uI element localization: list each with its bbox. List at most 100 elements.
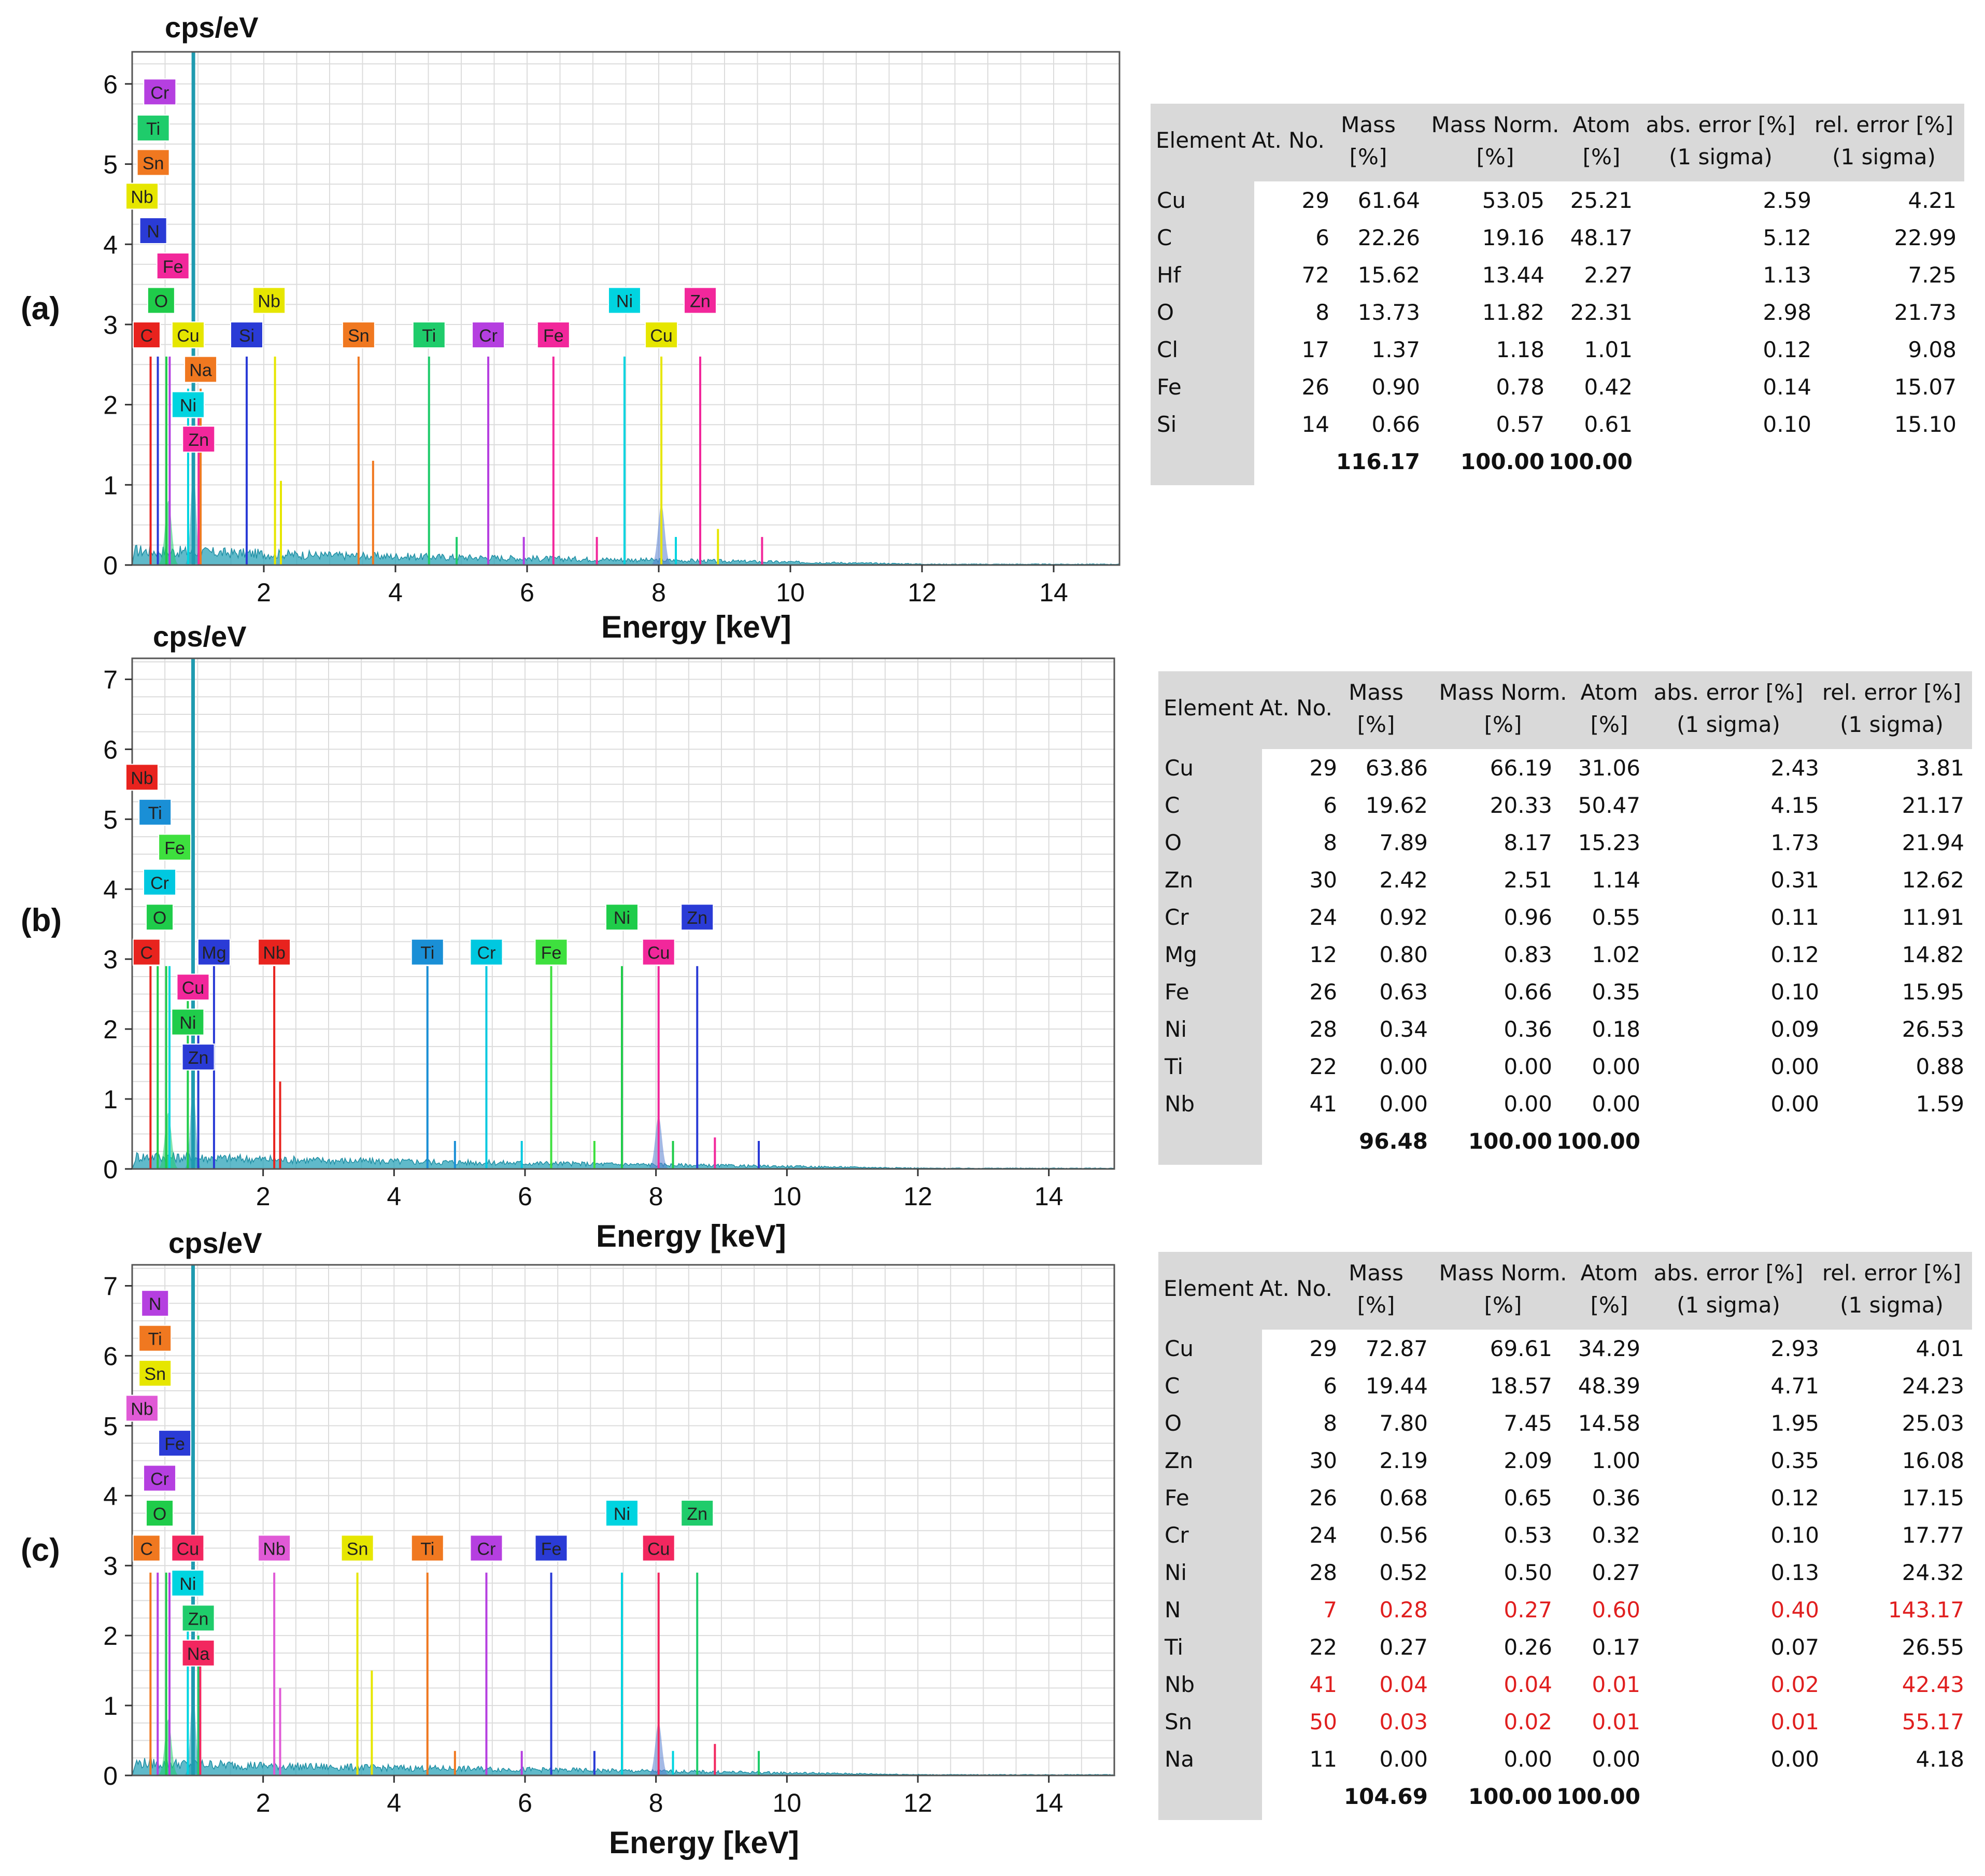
header-text: Mass: [1349, 680, 1403, 705]
svg-text:Cu: Cu: [177, 326, 199, 346]
table-cell-mass: 0.28: [1379, 1597, 1428, 1623]
table-cell-abs: 0.14: [1763, 374, 1811, 400]
element-symbol: Cr: [1165, 1522, 1189, 1548]
svg-text:Nb: Nb: [131, 1400, 153, 1419]
table-cell-abs: 2.43: [1770, 755, 1819, 781]
table-header-band: [1158, 1252, 1972, 1330]
svg-text:Cr: Cr: [150, 873, 169, 893]
table-cell-norm: 0.27: [1504, 1597, 1552, 1623]
table-cell-mass: 0.52: [1379, 1560, 1428, 1585]
table-cell-atom: 0.27: [1592, 1560, 1640, 1585]
table-cell-atom: 22.31: [1570, 300, 1633, 325]
table-cell-rel: 21.17: [1902, 793, 1964, 818]
table-cell-mass: 7.89: [1379, 830, 1428, 855]
table-cell-no: 22: [1309, 1634, 1337, 1660]
table-cell-rel: 15.95: [1902, 979, 1964, 1005]
element-symbol: Fe: [1165, 979, 1189, 1005]
svg-text:Zn: Zn: [687, 1504, 707, 1524]
x-tick-label: 6: [518, 1788, 532, 1817]
element-label: Fe: [536, 321, 570, 349]
element-symbol: Si: [1157, 412, 1177, 437]
svg-text:Sn: Sn: [144, 1364, 166, 1384]
table-cell-rel: 17.77: [1902, 1522, 1964, 1548]
x-axis-title: Energy [keV]: [609, 1825, 799, 1860]
table-cell-norm: 0.65: [1504, 1485, 1552, 1511]
table-cell-abs: 0.07: [1770, 1634, 1819, 1660]
element-label: Cr: [470, 1534, 503, 1562]
y-tick-label: 6: [103, 70, 118, 99]
header-subtext: [%]: [1349, 144, 1387, 170]
table-cell-norm: 20.33: [1490, 793, 1552, 818]
table-cell-abs: 0.00: [1770, 1746, 1819, 1772]
table-cell-norm: 0.00: [1504, 1091, 1552, 1117]
element-label: Zn: [182, 426, 216, 453]
table-cell-mass: 0.03: [1379, 1709, 1428, 1734]
element-label: Cu: [171, 1534, 205, 1562]
table-cell-atom: 0.60: [1592, 1597, 1640, 1623]
svg-text:Sn: Sn: [143, 153, 164, 173]
table-cell-no: 14: [1301, 412, 1329, 437]
header-text: Atom: [1580, 680, 1638, 705]
header-subtext: (1 sigma): [1677, 1292, 1780, 1318]
table-element-column: [1151, 181, 1254, 485]
element-label: Cr: [143, 868, 177, 896]
element-label: Ni: [605, 1500, 639, 1527]
table-cell-abs: 5.12: [1763, 225, 1811, 250]
element-label: Ni: [171, 1569, 205, 1597]
table-cell-norm: 2.51: [1504, 867, 1552, 893]
table-cell-no: 24: [1309, 905, 1337, 930]
table-cell-atom: 0.01: [1592, 1709, 1640, 1734]
table-total-norm: 100.00: [1468, 1129, 1552, 1154]
table-total-mass: 104.69: [1343, 1784, 1428, 1809]
element-symbol: Fe: [1157, 374, 1182, 400]
table-cell-mass: 63.86: [1365, 755, 1428, 781]
table-cell-no: 6: [1323, 793, 1337, 818]
table-cell-rel: 143.17: [1888, 1597, 1964, 1623]
x-tick-label: 2: [256, 1788, 271, 1817]
element-label: Ti: [138, 798, 172, 826]
element-symbol: Cr: [1165, 905, 1189, 930]
header-subtext: [%]: [1476, 144, 1514, 170]
svg-text:Fe: Fe: [164, 838, 185, 858]
svg-text:C: C: [140, 326, 153, 346]
svg-text:Ti: Ti: [422, 326, 436, 346]
element-label: Nb: [125, 764, 159, 791]
element-label: Cu: [171, 321, 205, 349]
y-tick-label: 2: [103, 391, 118, 420]
y-tick-label: 0: [103, 551, 118, 580]
table-cell-rel: 7.25: [1908, 262, 1956, 288]
svg-text:N: N: [147, 222, 160, 242]
table-header: abs. error [%] (1 sigma): [1646, 1257, 1811, 1321]
svg-text:Sn: Sn: [347, 1539, 368, 1559]
y-tick-label: 1: [103, 1691, 118, 1720]
table-cell-atom: 0.42: [1584, 374, 1633, 400]
y-tick-label: 3: [103, 311, 118, 340]
svg-text:Nb: Nb: [131, 187, 153, 207]
table-cell-abs: 0.12: [1770, 1485, 1819, 1511]
element-label: Cu: [645, 321, 678, 349]
element-label: Cu: [176, 974, 210, 1001]
element-symbol: Hf: [1157, 262, 1181, 288]
svg-text:Na: Na: [189, 361, 212, 380]
table-total-atom: 100.00: [1556, 1784, 1640, 1809]
element-label: Zn: [684, 287, 717, 314]
element-symbol: N: [1165, 1597, 1181, 1623]
table-cell-no: 72: [1301, 262, 1329, 288]
plot-frame: [131, 657, 1115, 1170]
table-cell-rel: 9.08: [1908, 337, 1956, 362]
svg-text:Cu: Cu: [647, 943, 670, 963]
table-cell-rel: 24.32: [1902, 1560, 1964, 1585]
table-cell-rel: 15.10: [1894, 412, 1956, 437]
table-cell-norm: 18.57: [1490, 1373, 1552, 1399]
element-label: Nb: [258, 938, 291, 966]
header-text: Mass: [1349, 1260, 1403, 1286]
element-label: Si: [230, 321, 263, 349]
element-symbol: Ni: [1165, 1560, 1187, 1585]
element-label: N: [139, 217, 167, 244]
table-cell-mass: 0.66: [1371, 412, 1420, 437]
element-symbol: Cu: [1165, 1336, 1194, 1361]
table-total-atom: 100.00: [1556, 1129, 1640, 1154]
table-cell-atom: 34.29: [1578, 1336, 1640, 1361]
x-tick-label: 8: [651, 578, 666, 607]
table-cell-atom: 2.27: [1584, 262, 1633, 288]
